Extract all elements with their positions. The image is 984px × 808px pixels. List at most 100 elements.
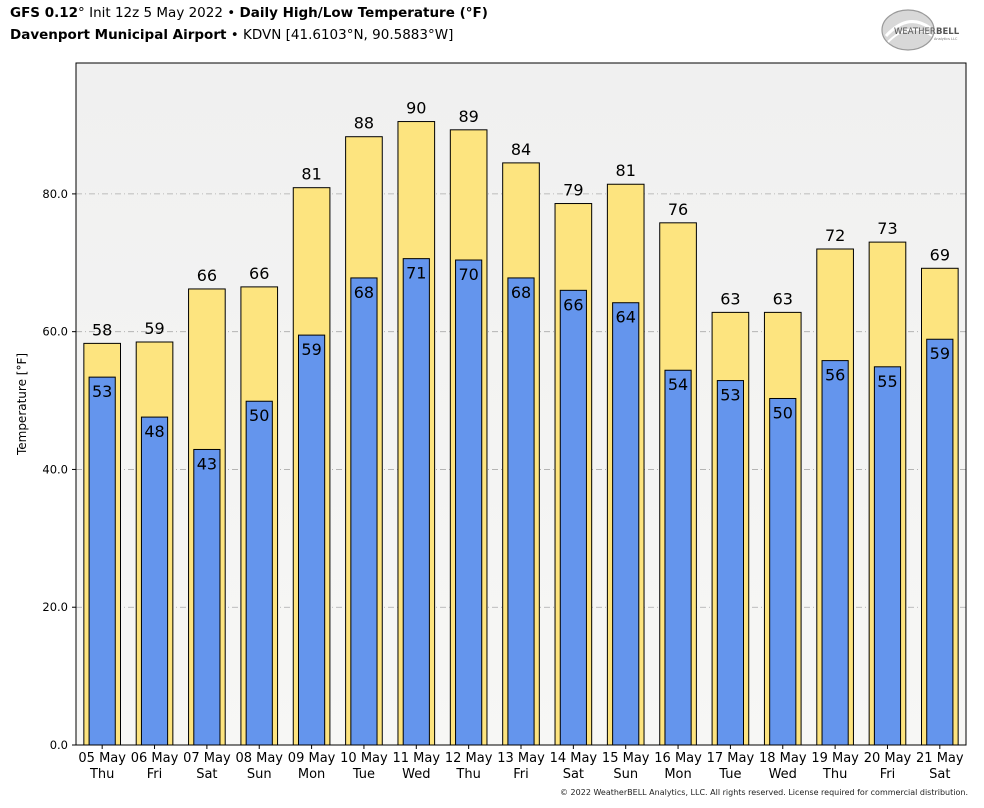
degree-mark: ° xyxy=(78,5,85,21)
x-tick-date: 05 May xyxy=(78,751,126,766)
high-temp-label: 89 xyxy=(458,107,478,126)
x-tick-day: Fri xyxy=(513,767,529,782)
high-temp-label: 84 xyxy=(511,140,531,159)
low-temp-label: 70 xyxy=(458,265,478,284)
high-temp-label: 73 xyxy=(877,219,897,238)
low-temp-label: 55 xyxy=(877,372,897,391)
low-temp-bar xyxy=(140,416,169,746)
low-temp-label: 59 xyxy=(301,340,321,359)
x-tick-day: Sun xyxy=(247,767,272,782)
x-tick-date: 18 May xyxy=(759,751,807,766)
low-temp-bar xyxy=(612,302,640,746)
high-temp-label: 63 xyxy=(720,289,740,308)
low-temp-label: 68 xyxy=(511,283,531,302)
low-temp-label: 43 xyxy=(197,454,217,473)
data-labels: 58 53 59 48 66 43 66 50 81 59 88 68 90 71 89 70 84 68 79 66… xyxy=(92,99,950,474)
low-temp-bar xyxy=(769,397,797,746)
model-name: GFS 0.12 xyxy=(10,5,79,21)
title-separator: • xyxy=(222,5,240,21)
low-temp-bar xyxy=(507,277,535,746)
x-tick-day: Wed xyxy=(769,767,797,782)
x-tick-date: 20 May xyxy=(864,751,912,766)
x-tick-date: 16 May xyxy=(654,751,702,766)
high-temp-label: 88 xyxy=(354,114,374,133)
x-tick-date: 17 May xyxy=(707,751,755,766)
high-temp-label: 66 xyxy=(197,266,217,285)
x-tick-day: Tue xyxy=(718,767,741,782)
low-temp-label: 56 xyxy=(825,366,845,385)
chart-title: GFS 0.12° Init 12z 5 May 2022 • Daily Hi… xyxy=(10,5,488,21)
y-tick-label: 80.0 xyxy=(42,187,68,201)
low-temp-label: 50 xyxy=(249,406,269,425)
high-temp-label: 63 xyxy=(773,289,793,308)
low-temp-bar xyxy=(350,277,378,746)
logo-text-bold: BELL xyxy=(936,27,960,37)
low-temp-label: 71 xyxy=(406,264,426,283)
x-tick-date: 13 May xyxy=(497,751,545,766)
high-temp-label: 69 xyxy=(930,245,950,264)
x-tick-day: Sat xyxy=(196,767,217,782)
copyright-notice: © 2022 WeatherBELL Analytics, LLC. All r… xyxy=(560,788,968,797)
x-tick-day: Thu xyxy=(455,767,480,782)
y-tick-label: 20.0 xyxy=(42,600,68,614)
weatherbell-logo: WEATHER BELL Analytics LLC xyxy=(881,9,960,51)
x-tick-day: Mon xyxy=(298,767,325,782)
low-temp-bar xyxy=(245,400,273,746)
y-axis-label: Temperature [°F] xyxy=(15,353,29,456)
y-tick-label: 60.0 xyxy=(42,325,68,339)
low-temp-bar xyxy=(298,334,326,746)
station-info: KDVN [41.6103°N, 90.5883°W] xyxy=(242,27,454,43)
low-temp-bar xyxy=(402,258,430,746)
x-tick-date: 09 May xyxy=(288,751,336,766)
low-temp-bar xyxy=(559,289,587,746)
high-temp-label: 58 xyxy=(92,320,112,339)
low-temp-label: 66 xyxy=(563,295,583,314)
low-temp-bar xyxy=(873,366,902,746)
x-tick-day: Thu xyxy=(822,767,847,782)
low-temp-bar xyxy=(821,360,849,746)
x-tick-day: Sat xyxy=(563,767,584,782)
x-tick-date: 12 May xyxy=(445,751,493,766)
low-temp-label: 50 xyxy=(773,403,793,422)
low-temp-bar xyxy=(716,380,745,746)
low-temp-bar xyxy=(455,259,483,746)
low-temp-label: 48 xyxy=(144,422,164,441)
x-tick-date: 14 May xyxy=(550,751,598,766)
low-temp-label: 54 xyxy=(668,375,688,394)
x-tick-day: Tue xyxy=(352,767,375,782)
low-temp-bar xyxy=(193,448,221,746)
chart-subtitle: Davenport Municipal Airport • KDVN [41.6… xyxy=(10,27,453,43)
high-temp-label: 66 xyxy=(249,264,269,283)
station-name: Davenport Municipal Airport xyxy=(10,27,227,43)
subtitle-separator: • xyxy=(226,27,243,43)
x-tick-date: 11 May xyxy=(393,751,441,766)
x-tick-day: Sat xyxy=(929,767,950,782)
x-tick-date: 06 May xyxy=(131,751,179,766)
y-tick-label: 0.0 xyxy=(50,738,68,752)
low-temp-label: 53 xyxy=(92,382,112,401)
bar-series xyxy=(83,121,959,746)
low-temp-bar xyxy=(664,369,692,746)
high-temp-label: 90 xyxy=(406,99,426,118)
x-tick-day: Sun xyxy=(613,767,638,782)
high-temp-label: 76 xyxy=(668,200,688,219)
x-tick-day: Thu xyxy=(89,767,114,782)
x-tick-day: Fri xyxy=(880,767,896,782)
x-tick-date: 08 May xyxy=(235,751,283,766)
x-tick-date: 10 May xyxy=(340,751,388,766)
high-temp-label: 72 xyxy=(825,226,845,245)
x-tick-date: 07 May xyxy=(183,751,231,766)
y-tick-label: 40.0 xyxy=(42,462,68,476)
low-temp-label: 64 xyxy=(616,308,636,327)
low-temp-label: 53 xyxy=(720,386,740,405)
x-tick-day: Fri xyxy=(147,767,163,782)
low-temp-label: 68 xyxy=(354,283,374,302)
y-axis: 0.0 20.0 40.0 60.0 80.0 xyxy=(42,187,76,752)
logo-text-sub: Analytics LLC xyxy=(934,37,958,41)
x-tick-day: Mon xyxy=(664,767,691,782)
low-temp-label: 59 xyxy=(930,344,950,363)
x-tick-date: 21 May xyxy=(916,751,964,766)
high-temp-label: 59 xyxy=(144,319,164,338)
